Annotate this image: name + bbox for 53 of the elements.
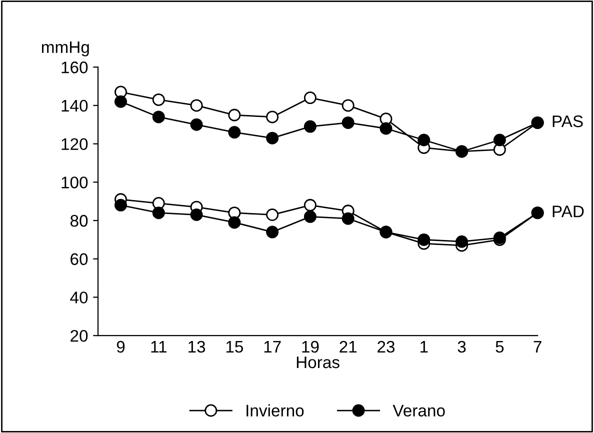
legend-label: Verano	[392, 404, 445, 417]
y-tick-label: 80	[70, 214, 88, 227]
point	[304, 210, 316, 223]
y-tick-label: 40	[70, 292, 88, 304]
point	[304, 92, 316, 104]
x-tick-label: 3	[458, 340, 466, 353]
x-tick-label: 17	[264, 341, 281, 353]
x-tick-label: 1	[420, 341, 428, 353]
x-tick-label: 7	[534, 341, 542, 353]
x-axis-title: Horas	[296, 356, 340, 368]
x-tick-label: 13	[188, 340, 206, 353]
legend-label: Invierno	[246, 404, 304, 417]
y-tick-label: 60	[70, 253, 88, 266]
point	[228, 126, 241, 139]
x-tick-label: 21	[340, 340, 357, 353]
point	[266, 110, 279, 124]
point	[152, 206, 165, 220]
point	[152, 93, 165, 106]
point	[152, 110, 165, 124]
point	[342, 99, 354, 112]
y-tick-label: 160	[62, 62, 88, 74]
y-tick-label: 20	[70, 330, 88, 342]
point	[493, 134, 506, 146]
point	[418, 134, 430, 146]
y-tick-label: 100	[62, 176, 88, 188]
x-tick-label: 5	[496, 341, 504, 353]
point	[304, 120, 316, 133]
point	[380, 122, 392, 135]
point	[190, 99, 203, 112]
x-tick-label: 15	[226, 341, 243, 353]
point	[342, 212, 354, 225]
point	[418, 233, 430, 246]
y-tick-label: 120	[62, 138, 88, 150]
point	[228, 216, 241, 229]
point	[190, 208, 203, 222]
y-axis-title: mmHg	[42, 41, 89, 56]
x-tick-label: 19	[302, 340, 319, 353]
point	[266, 132, 279, 144]
point	[456, 235, 468, 248]
x-tick-label: 23	[378, 340, 395, 353]
y-tick-label: 140	[62, 100, 88, 112]
point	[266, 226, 279, 238]
point	[114, 198, 127, 212]
point	[342, 116, 354, 129]
annotation: PAD	[552, 206, 584, 218]
point	[114, 95, 127, 108]
point	[228, 108, 241, 122]
point	[304, 198, 316, 212]
annotation: PAS	[552, 115, 583, 128]
x-tick-label: 9	[116, 340, 125, 353]
x-tick-label: 11	[151, 341, 166, 353]
point	[266, 208, 279, 222]
point	[190, 118, 203, 131]
